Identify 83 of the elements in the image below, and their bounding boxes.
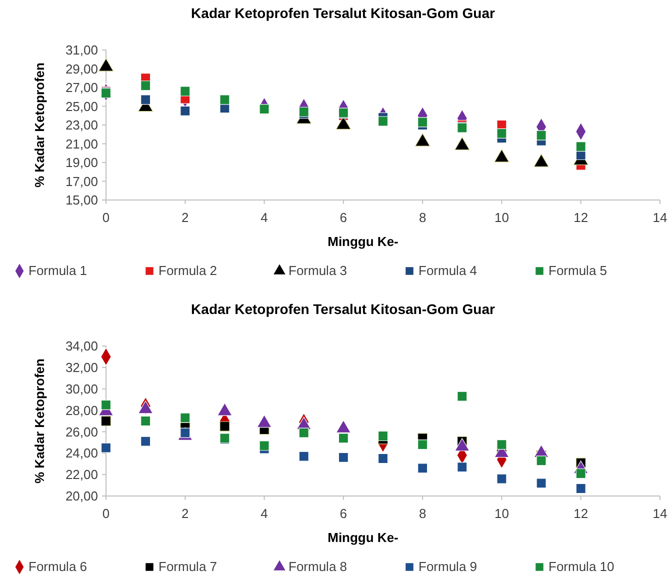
point bbox=[140, 94, 151, 105]
point bbox=[180, 86, 190, 96]
x-tick-label: 0 bbox=[102, 506, 110, 521]
point bbox=[536, 456, 546, 466]
legend-label: Formula 2 bbox=[158, 263, 218, 278]
y-tick-label: 20,00 bbox=[65, 488, 98, 504]
legend-label: Formula 8 bbox=[288, 559, 348, 574]
x-tick-label: 8 bbox=[418, 210, 426, 225]
chart-title: Kadar Ketoprofen Tersalut Kitosan-Gom Guar bbox=[191, 5, 496, 21]
chart-title: Kadar Ketoprofen Tersalut Kitosan-Gom Guar bbox=[191, 301, 496, 317]
legend-label: Formula 7 bbox=[158, 559, 218, 574]
y-tick-label: 25,00 bbox=[65, 98, 98, 114]
y-tick-label: 22,00 bbox=[65, 467, 98, 482]
point bbox=[576, 483, 586, 494]
point bbox=[220, 94, 230, 105]
y-axis-title: % Kadar Ketoprofen bbox=[32, 62, 47, 188]
point bbox=[100, 442, 112, 453]
x-tick-label: 8 bbox=[418, 506, 426, 521]
point bbox=[259, 104, 270, 114]
point bbox=[576, 142, 586, 152]
x-tick-label: 2 bbox=[182, 210, 189, 225]
point bbox=[220, 421, 230, 432]
point bbox=[496, 440, 507, 450]
x-tick-label: 14 bbox=[652, 506, 668, 521]
legend-label: Formula 3 bbox=[288, 263, 348, 278]
y-tick-label: 30,00 bbox=[65, 381, 98, 396]
x-axis-title: Minggu Ke- bbox=[328, 530, 398, 545]
point bbox=[418, 463, 428, 474]
point bbox=[140, 436, 151, 446]
legend-label: Formula 6 bbox=[28, 559, 88, 574]
point bbox=[100, 400, 112, 410]
point bbox=[496, 474, 507, 484]
point bbox=[338, 433, 348, 444]
y-tick-label: 34,00 bbox=[65, 338, 98, 354]
x-tick-label: 12 bbox=[574, 506, 588, 521]
point bbox=[259, 440, 270, 451]
point bbox=[457, 462, 468, 472]
y-tick-label: 29,00 bbox=[65, 61, 98, 76]
y-tick-label: 31,00 bbox=[65, 42, 98, 58]
legend-label: Formula 9 bbox=[418, 559, 478, 574]
legend-label: Formula 10 bbox=[548, 559, 614, 574]
x-tick-label: 6 bbox=[340, 210, 348, 225]
x-tick-label: 4 bbox=[260, 506, 268, 521]
point bbox=[378, 430, 388, 442]
legend-label: Formula 4 bbox=[418, 263, 478, 278]
y-tick-label: 28,00 bbox=[65, 402, 98, 418]
point bbox=[100, 416, 112, 426]
point bbox=[536, 478, 546, 488]
point bbox=[180, 106, 190, 116]
y-tick-label: 19,00 bbox=[65, 155, 98, 170]
y-tick-label: 24,00 bbox=[65, 446, 98, 461]
x-tick-label: 12 bbox=[574, 210, 588, 225]
point bbox=[457, 391, 468, 402]
legend-label: Formula 1 bbox=[28, 263, 88, 278]
x-tick-label: 0 bbox=[102, 210, 110, 225]
y-tick-label: 15,00 bbox=[65, 192, 98, 208]
legend-label: Formula 5 bbox=[548, 263, 608, 278]
point bbox=[418, 117, 428, 128]
point bbox=[418, 440, 428, 450]
x-tick-label: 14 bbox=[652, 210, 668, 225]
point bbox=[338, 452, 348, 462]
y-axis-title: % Kadar Ketoprofen bbox=[32, 358, 47, 484]
y-tick-label: 23,00 bbox=[65, 118, 98, 133]
point bbox=[536, 130, 546, 140]
x-tick-label: 10 bbox=[494, 506, 509, 521]
x-tick-label: 2 bbox=[182, 506, 189, 521]
point bbox=[298, 451, 309, 462]
y-tick-label: 26,00 bbox=[65, 424, 98, 440]
point bbox=[378, 453, 388, 464]
y-tick-label: 17,00 bbox=[65, 174, 98, 189]
y-tick-label: 21,00 bbox=[65, 136, 98, 152]
point bbox=[140, 80, 151, 91]
point bbox=[496, 128, 507, 138]
point bbox=[180, 412, 190, 423]
point bbox=[140, 416, 151, 426]
x-tick-label: 6 bbox=[340, 506, 348, 521]
point bbox=[576, 468, 586, 479]
x-axis-title: Minggu Ke- bbox=[328, 234, 398, 249]
x-tick-label: 10 bbox=[494, 210, 509, 225]
y-tick-label: 32,00 bbox=[65, 360, 98, 375]
point bbox=[378, 116, 388, 126]
x-tick-label: 4 bbox=[260, 210, 268, 225]
y-tick-label: 27,00 bbox=[65, 80, 98, 96]
